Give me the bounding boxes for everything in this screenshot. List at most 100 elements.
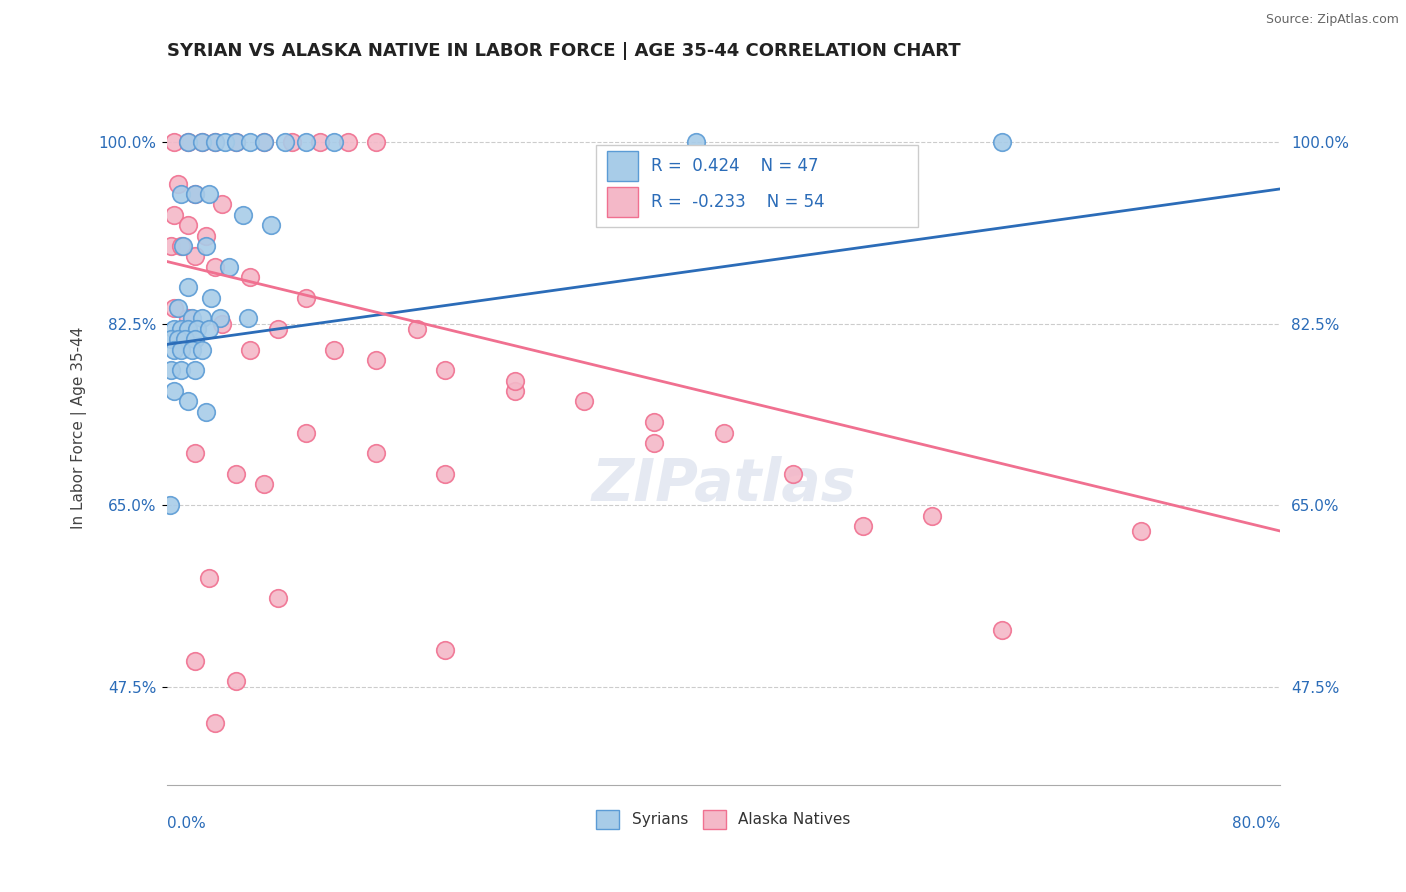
Point <box>503 384 526 398</box>
Point <box>782 467 804 481</box>
Point <box>186 322 208 336</box>
FancyBboxPatch shape <box>606 187 638 217</box>
Point <box>239 343 262 357</box>
Point <box>176 280 198 294</box>
Point <box>336 135 359 149</box>
Point <box>406 322 429 336</box>
FancyBboxPatch shape <box>606 152 638 181</box>
Point <box>204 260 226 274</box>
Text: ZIPatlas: ZIPatlas <box>592 456 856 513</box>
Point <box>197 322 219 336</box>
Point <box>159 498 181 512</box>
Point <box>197 187 219 202</box>
Point <box>204 135 226 149</box>
Point <box>295 135 318 149</box>
Point <box>364 353 387 368</box>
Point <box>267 591 290 606</box>
Point <box>170 187 193 202</box>
Point <box>176 311 198 326</box>
Point <box>218 260 240 274</box>
Point <box>163 384 186 398</box>
Point <box>170 322 193 336</box>
Point <box>574 394 596 409</box>
Point <box>503 374 526 388</box>
Point <box>991 623 1014 637</box>
Point <box>232 208 254 222</box>
Point <box>274 135 297 149</box>
Point <box>183 187 205 202</box>
Point <box>190 135 212 149</box>
Point <box>1130 524 1153 538</box>
Point <box>176 135 198 149</box>
Point <box>991 135 1014 149</box>
Point <box>170 239 193 253</box>
Point <box>163 343 186 357</box>
Point <box>260 218 283 232</box>
Text: SYRIAN VS ALASKA NATIVE IN LABOR FORCE | AGE 35-44 CORRELATION CHART: SYRIAN VS ALASKA NATIVE IN LABOR FORCE |… <box>167 42 960 60</box>
Point <box>225 674 247 689</box>
Point <box>197 571 219 585</box>
Point <box>163 208 186 222</box>
Point <box>167 177 190 191</box>
Point <box>194 228 217 243</box>
Point <box>225 135 247 149</box>
Y-axis label: In Labor Force | Age 35-44: In Labor Force | Age 35-44 <box>72 326 87 529</box>
Point <box>190 311 212 326</box>
Point <box>281 135 304 149</box>
Point <box>183 249 205 263</box>
Text: Source: ZipAtlas.com: Source: ZipAtlas.com <box>1265 13 1399 27</box>
Point <box>200 291 222 305</box>
Point <box>167 332 190 346</box>
Point <box>239 270 262 285</box>
Point <box>685 135 707 149</box>
Point <box>921 508 943 523</box>
Point <box>852 519 875 533</box>
Point <box>176 394 198 409</box>
Text: R =  0.424    N = 47: R = 0.424 N = 47 <box>651 157 818 175</box>
Point <box>204 715 226 730</box>
Point <box>364 446 387 460</box>
Point <box>643 436 665 450</box>
Legend: Syrians, Alaska Natives: Syrians, Alaska Natives <box>591 804 856 835</box>
Point <box>211 317 233 331</box>
Point <box>267 322 290 336</box>
Point <box>211 197 233 211</box>
Point <box>253 135 276 149</box>
Point <box>322 135 344 149</box>
Point <box>190 135 212 149</box>
Point <box>180 343 202 357</box>
Point <box>295 425 318 440</box>
Point <box>183 332 205 346</box>
Point <box>225 467 247 481</box>
Point <box>434 643 457 657</box>
Point <box>163 301 186 315</box>
Point <box>434 363 457 377</box>
Point <box>163 322 186 336</box>
Text: 0.0%: 0.0% <box>167 815 205 830</box>
Point <box>183 446 205 460</box>
Point <box>183 654 205 668</box>
Text: 80.0%: 80.0% <box>1232 815 1281 830</box>
Point <box>176 218 198 232</box>
Point <box>253 135 276 149</box>
Point <box>176 322 198 336</box>
Point <box>172 239 194 253</box>
Point <box>160 332 183 346</box>
Point <box>236 311 259 326</box>
Point <box>183 363 205 377</box>
Point <box>180 311 202 326</box>
Point <box>434 467 457 481</box>
Point <box>163 135 186 149</box>
Point <box>204 135 226 149</box>
Point <box>208 311 231 326</box>
Point <box>176 135 198 149</box>
Point <box>713 425 735 440</box>
Point <box>225 135 247 149</box>
Point <box>253 477 276 491</box>
Point <box>295 291 318 305</box>
Text: R =  -0.233    N = 54: R = -0.233 N = 54 <box>651 193 825 211</box>
Point <box>322 343 344 357</box>
FancyBboxPatch shape <box>596 145 918 227</box>
Point <box>170 363 193 377</box>
Point <box>194 405 217 419</box>
